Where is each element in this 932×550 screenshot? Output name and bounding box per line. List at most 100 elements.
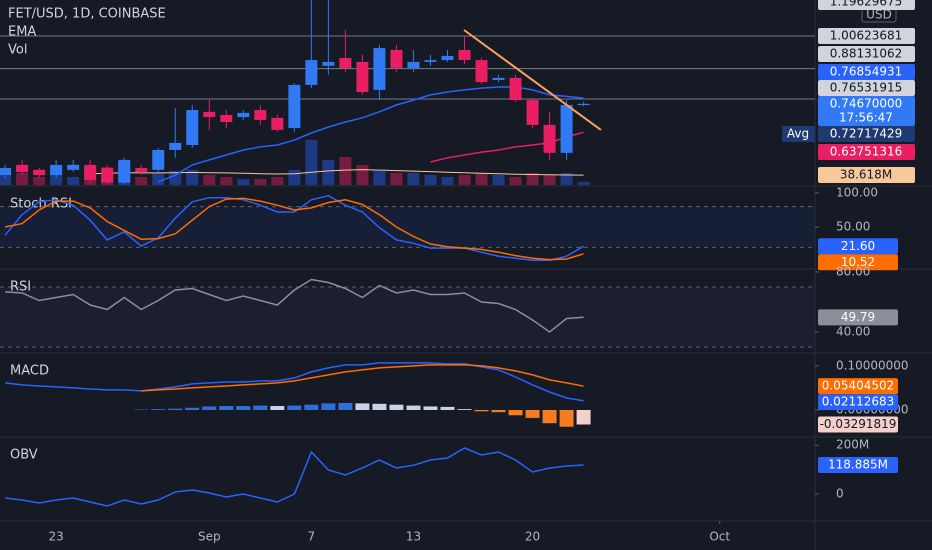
band-fill (0, 286, 815, 348)
candle-body (339, 58, 352, 68)
candle-body (254, 110, 267, 120)
avg-tag-box (782, 126, 815, 142)
volume-bar (339, 156, 352, 185)
y-tick-label: 200M (836, 438, 869, 452)
volume-bar (407, 172, 420, 185)
price-label: 0.76531915 (830, 81, 903, 95)
pane-title: RSI (10, 280, 31, 295)
histogram-bar (287, 405, 302, 410)
volume-bar (67, 177, 80, 185)
volume-bar (0, 174, 12, 185)
volume-bar (509, 177, 522, 185)
y-tick-label: 50.00 (836, 219, 870, 233)
last-price-label-box (818, 96, 915, 126)
currency: USD (866, 8, 892, 22)
price-label: 0.88131062 (830, 47, 903, 61)
value-label-box (818, 378, 898, 395)
histogram-bar (355, 403, 370, 410)
candle-body (509, 77, 522, 101)
indicator-line (5, 278, 584, 333)
candle-body (135, 168, 148, 172)
value-label-box (818, 254, 898, 271)
candle-body (33, 169, 46, 176)
y-tick-label: 0 (836, 487, 844, 501)
value-label-box (818, 457, 898, 474)
volume-bar (186, 169, 199, 185)
volume-bar (169, 170, 182, 185)
indicator-line (5, 362, 584, 402)
y-tick-label: 80.00 (836, 264, 870, 278)
candle-body (101, 168, 114, 183)
histogram-bar (321, 403, 336, 410)
x-tick-label: 23 (49, 530, 64, 544)
candle-body (577, 103, 590, 106)
price-label-box (818, 28, 915, 44)
price-pane (0, 0, 815, 185)
chart-title: FET/USD, 1D, COINBASE (8, 7, 166, 22)
histogram-bar (270, 406, 285, 410)
value-label-box (818, 309, 898, 326)
volume-bar (492, 174, 505, 185)
avg-value-label: 0.72717429 (830, 127, 903, 141)
x-tick-label: Sep (198, 530, 221, 544)
volume-bar (33, 177, 46, 185)
value-label-box (818, 394, 898, 411)
pane-title: MACD (10, 364, 49, 379)
volume-bar (526, 172, 539, 185)
volume-bar (237, 179, 250, 185)
candle-body (543, 124, 556, 153)
volume-bar (441, 177, 454, 185)
candle-body (237, 112, 250, 118)
volume-bar (543, 174, 556, 185)
histogram-bar (525, 409, 540, 418)
histogram-bar (338, 402, 353, 410)
histogram-bar (576, 409, 591, 425)
trend-line (463, 29, 602, 131)
volume-value-label: 38.618M (840, 168, 892, 182)
histogram-bar (202, 406, 217, 410)
histogram-bar (491, 409, 506, 413)
value-label: -0.03291819 (820, 417, 897, 431)
candle-body (16, 164, 29, 172)
histogram-bar (151, 409, 166, 410)
histogram-bar (423, 406, 438, 410)
avg-tag: Avg (787, 127, 809, 141)
candle-body (220, 114, 233, 123)
band-fill (0, 206, 815, 248)
candle-body (0, 168, 12, 176)
volume-bar (135, 177, 148, 185)
volume-bar (424, 174, 437, 185)
volume-value-label-box (818, 167, 915, 183)
volume-bar (288, 169, 301, 185)
volume-bar (271, 177, 284, 185)
volume-bar (373, 170, 386, 185)
candle-body (305, 60, 318, 85)
legend-vol: Vol (8, 43, 27, 58)
price-label-box (818, 80, 915, 96)
y-tick-label: 0.10000000 (836, 358, 909, 372)
legend-ema: EMA (8, 25, 36, 40)
candle-body (526, 100, 539, 125)
histogram-bar (168, 408, 183, 410)
candle-body (152, 149, 165, 170)
histogram-bar (236, 406, 251, 410)
value-label-box (818, 416, 898, 433)
volume-bar (356, 164, 369, 185)
ema-value-label-box (818, 64, 915, 80)
volume-bar (577, 181, 590, 185)
x-tick-label: Oct (709, 530, 730, 544)
volume-bar (322, 159, 335, 185)
price-label-box (818, 46, 915, 62)
candle-body (492, 77, 505, 80)
candle-body (356, 61, 369, 92)
candle-body (67, 164, 80, 170)
histogram-bar (440, 406, 455, 410)
candle-body (441, 55, 454, 61)
ema-value-label: 0.63751316 (830, 145, 903, 159)
histogram-bar (372, 403, 387, 410)
histogram-bar (457, 409, 472, 410)
x-tick-label: 7 (308, 530, 316, 544)
volume-bar (220, 177, 233, 185)
